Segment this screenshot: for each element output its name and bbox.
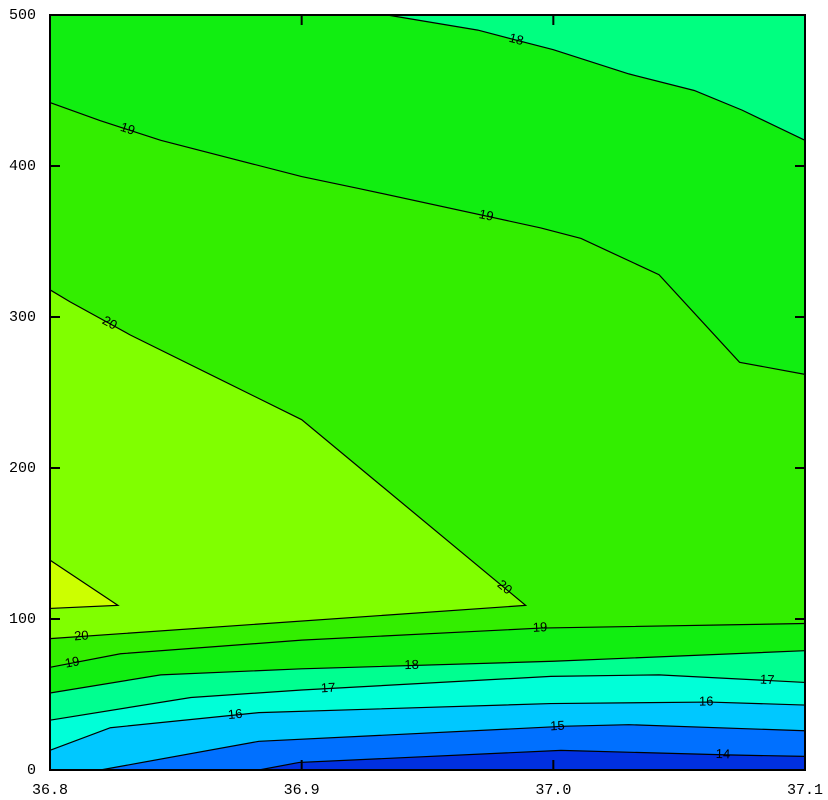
contour-line [387,14,806,141]
contour-fill [258,750,806,770]
y-tick-label: 300 [9,309,36,326]
contour-label: 19 [64,653,81,670]
y-tick-label: 200 [9,460,36,477]
contour-line [49,650,806,694]
contour-line [49,622,806,668]
x-tick-label: 37.1 [787,782,823,799]
contour-label: 19 [119,119,137,138]
contour-line [49,559,120,610]
contour-label: 17 [321,680,336,696]
contour-fill [50,560,118,609]
contour-label: 19 [532,619,547,635]
contour-fill [50,15,805,375]
contour-line [258,749,806,771]
x-tick-label: 37.0 [535,782,571,799]
x-tick-label: 36.9 [284,782,320,799]
contour-label: 17 [760,672,775,688]
y-tick-label: 100 [9,611,36,628]
contour-label: 16 [227,706,243,722]
contour-line [49,674,806,721]
contour-label: 16 [699,693,714,708]
contour-label: 19 [478,206,495,224]
contour-line [49,289,528,640]
contour-fill [50,289,526,639]
plot-frame [49,14,806,771]
y-tick-label: 400 [9,158,36,175]
contour-label: 14 [716,746,731,761]
x-tick-label: 36.8 [32,782,68,799]
contour-line [49,701,806,751]
contour-fill [387,15,805,141]
contour-line [100,724,806,771]
y-tick-label: 0 [27,762,36,779]
contour-label: 18 [508,30,526,48]
contour-label: 18 [404,657,419,672]
y-tick-label: 500 [9,7,36,24]
contour-label: 15 [550,718,565,734]
contour-label: 20 [74,627,89,643]
contour-line [49,102,806,375]
contour-label: 20 [100,313,120,333]
